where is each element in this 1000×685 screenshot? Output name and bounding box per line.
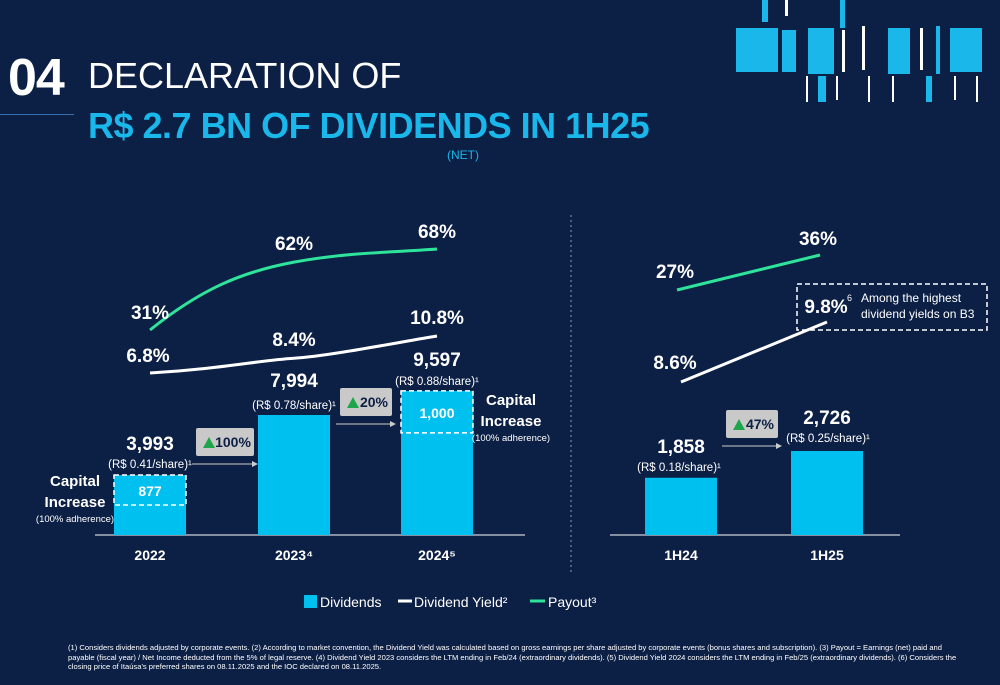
payout-value-label: 68% [418,222,456,243]
payout-line [149,247,438,332]
growth-badge-label: 100% [215,434,251,450]
capital-increase-title: Capital [50,473,100,490]
dividend-value-label: 7,994 [270,371,318,392]
yield-value-label: 8.6% [653,353,696,374]
yield-value-label: 9.8% [804,297,847,318]
callout-line1: Among the highest [861,291,962,305]
capital-increase-value: 1,000 [419,405,454,421]
capital-increase-title: Capital [486,392,536,409]
growth-badge [726,410,778,438]
triangle-up-icon [733,419,745,430]
x-tick-label: 2023⁴ [275,547,313,563]
page-subtitle: (NET) [447,148,479,162]
page-title-line1: DECLARATION OF [88,55,402,96]
capital-increase-title: Increase [45,494,106,511]
dividend-value-label: 9,597 [413,350,461,371]
capital-increase-title: Increase [481,413,542,430]
decorative-blocks [736,0,982,102]
legend-label-yield: Dividend Yield² [414,594,508,610]
growth-arrow-head [390,421,396,427]
growth-badge [196,428,254,456]
per-share-label: (R$ 0.88/share)¹ [395,376,479,388]
per-share-label: (R$ 0.18/share)¹ [637,462,721,474]
growth-arrow-head [776,443,782,449]
yield-callout-box [796,283,988,331]
capital-increase-note: (100% adherence) [36,514,114,525]
triangle-up-icon [347,397,359,408]
growth-arrow-head [252,461,258,467]
x-tick-label: 2024⁵ [418,547,456,563]
triangle-up-icon [203,437,215,448]
section-underline [0,114,74,115]
x-tick-label: 1H25 [810,547,844,563]
growth-badge-label: 20% [360,394,389,410]
dividend-bar [401,390,473,535]
dividend-bar [258,415,330,535]
legend-label-payout: Payout³ [548,594,597,610]
dividend-value-label: 1,858 [657,437,705,458]
dividend-bar [645,477,717,535]
capital-increase-value: 877 [138,483,162,499]
capital-increase-note: (100% adherence) [472,433,550,444]
capital-increase-box [400,390,474,434]
dividend-value-label: 3,993 [126,434,174,455]
per-share-label: (R$ 0.25/share)¹ [786,433,870,445]
legend-label-dividends: Dividends [320,594,381,610]
dividend-yield-line [149,334,438,375]
x-tick-label: 1H24 [664,547,698,563]
per-share-label: (R$ 0.41/share)¹ [108,459,192,471]
dividend-value-label: 2,726 [803,408,851,429]
per-share-label: (R$ 0.78/share)¹ [252,400,336,412]
footnote: (1) Considers dividends adjusted by corp… [68,643,957,672]
yield-value-label: 10.8% [410,308,464,329]
legend-swatch-dividends [304,595,317,608]
growth-badge [340,388,392,416]
yield-value-label: 8.4% [272,330,315,351]
page-title-line2: R$ 2.7 BN OF DIVIDENDS IN 1H25 [88,105,650,146]
payout-value-label: 36% [799,229,837,250]
capital-increase-box [113,474,187,506]
payout-line [676,253,821,292]
x-tick-label: 2022 [134,547,165,563]
dividend-bar [791,451,863,535]
yield-value-label: 6.8% [126,346,169,367]
callout-line2: dividend yields on B3 [861,307,975,321]
payout-value-label: 62% [275,234,313,255]
callout-superscript: 6 [847,293,852,303]
payout-value-label: 31% [131,303,169,324]
payout-value-label: 27% [656,262,694,283]
section-number: 04 [8,49,65,107]
dividend-yield-line [680,320,828,384]
growth-badge-label: 47% [746,416,775,432]
